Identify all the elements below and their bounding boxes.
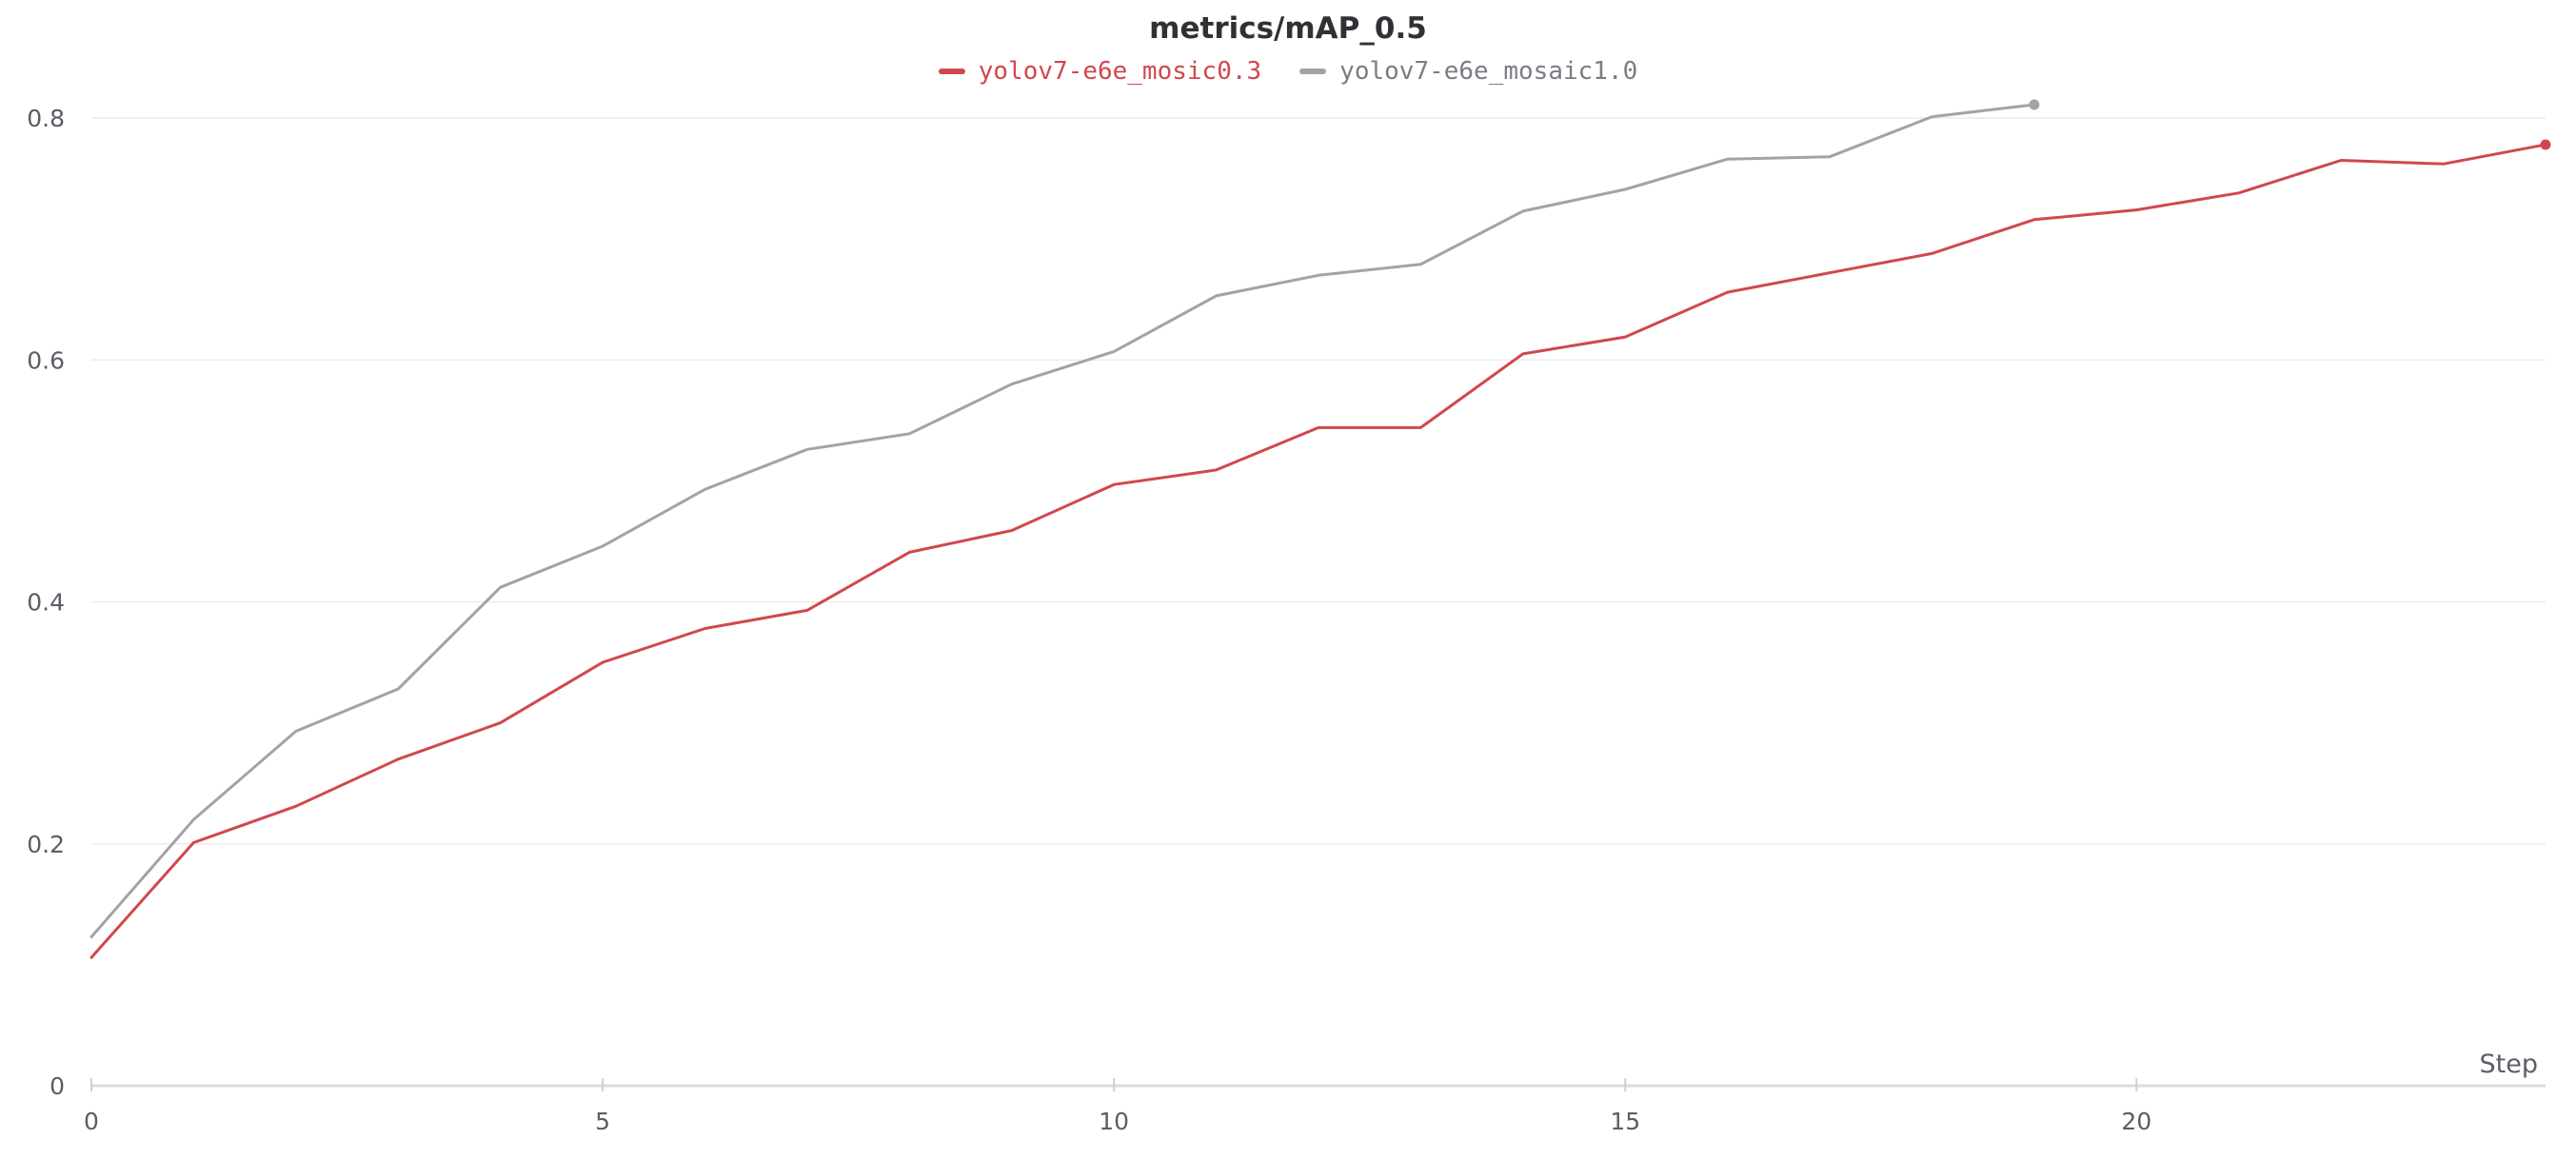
legend-item-series-2[interactable]: yolov7-e6e_mosaic1.0 xyxy=(1299,57,1637,86)
x-tick-label-0: 0 xyxy=(84,1108,99,1135)
series-lines xyxy=(89,99,2551,959)
x-axis-label: Step xyxy=(2480,1050,2538,1079)
axes: 0 0.2 0.4 0.6 0.8 0 5 10 15 20 Step xyxy=(27,105,2546,1135)
y-tick-label-0: 0 xyxy=(50,1072,65,1100)
chart-title: metrics/mAP_0.5 xyxy=(1149,11,1427,46)
y-tick-label-1: 0.2 xyxy=(27,831,65,858)
legend-item-series-1[interactable]: yolov7-e6e_mosic0.3 xyxy=(938,57,1262,86)
series-line-1[interactable] xyxy=(89,143,2547,959)
y-tick-label-2: 0.4 xyxy=(27,589,65,617)
legend-swatch-series-1 xyxy=(938,69,965,74)
x-tick-label-3: 15 xyxy=(1610,1108,1640,1135)
legend-label-series-1: yolov7-e6e_mosic0.3 xyxy=(978,57,1262,86)
series-line-2[interactable] xyxy=(89,103,2036,939)
x-tick-label-2: 10 xyxy=(1099,1108,1129,1135)
legend-label-series-2: yolov7-e6e_mosaic1.0 xyxy=(1339,57,1638,86)
y-tick-label-3: 0.6 xyxy=(27,346,65,374)
x-tick-label-1: 5 xyxy=(595,1108,610,1135)
series-end-point-2[interactable] xyxy=(2029,99,2040,110)
legend-swatch-series-2 xyxy=(1299,69,1327,74)
series-end-point-1[interactable] xyxy=(2540,139,2551,150)
grid-lines xyxy=(91,117,2546,845)
x-tick-label-4: 20 xyxy=(2121,1108,2151,1135)
legend: yolov7-e6e_mosic0.3 yolov7-e6e_mosaic1.0 xyxy=(0,57,2576,86)
y-tick-label-4: 0.8 xyxy=(27,105,65,132)
